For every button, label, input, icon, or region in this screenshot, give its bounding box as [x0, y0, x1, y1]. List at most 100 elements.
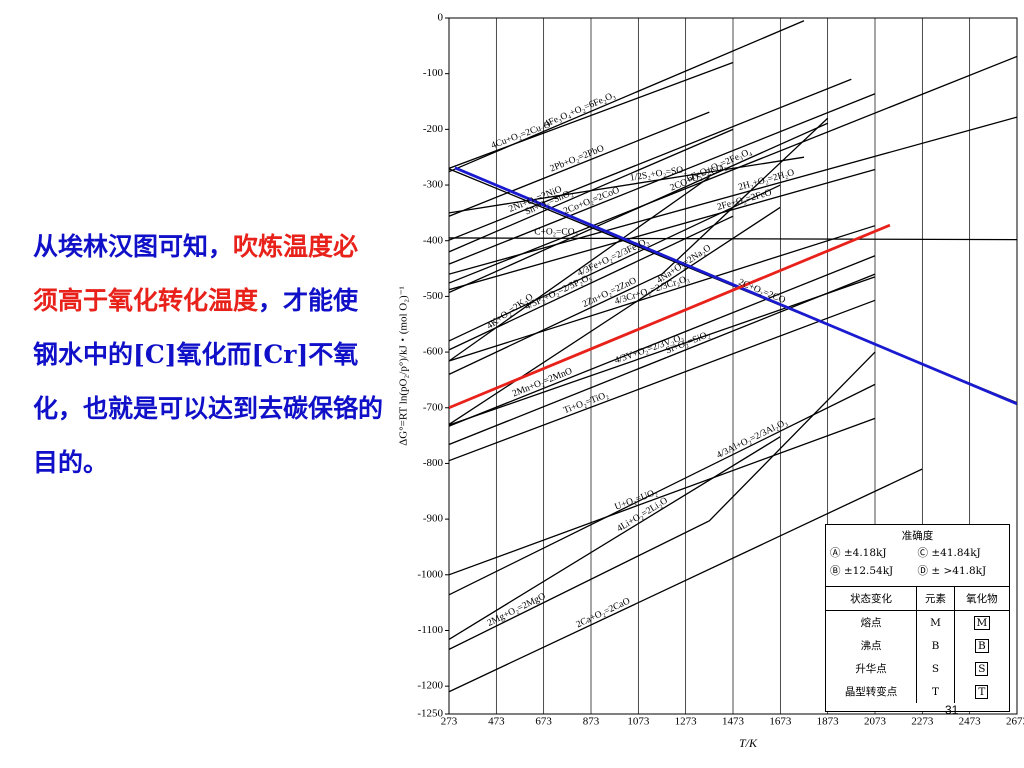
y-tick-label: -500 — [423, 290, 444, 302]
reaction-line — [449, 128, 734, 253]
y-tick-label: -600 — [423, 346, 444, 358]
cell-text: 沸点 — [860, 640, 882, 652]
text-part: 吹炼温度必须高于氧化转化温度 — [33, 232, 359, 315]
reaction-line — [449, 206, 781, 426]
cell-text: B — [931, 639, 940, 652]
text-part: 从埃林汉图可知， — [33, 232, 234, 261]
table-cell: B — [953, 634, 1009, 657]
y-tick-label: -1100 — [418, 624, 444, 636]
table-cell: S — [953, 657, 1009, 680]
grid — [445, 17, 1018, 715]
cell-text: M — [930, 616, 941, 629]
line-label: 4Cu+O₂=2Cu₂O — [490, 120, 552, 151]
x-tick-label: 2273 — [911, 716, 934, 728]
table-row: 升华点 S S — [826, 657, 1009, 680]
x-tick-label: 2473 — [959, 716, 982, 728]
cell-text: T — [975, 684, 989, 699]
y-tick-label: -1250 — [417, 708, 443, 720]
line-label: 2Ca+O₂=2CaO — [575, 596, 632, 630]
cell-text: B — [975, 638, 989, 653]
x-tick-label: 1673 — [769, 716, 792, 728]
x-tick-label: 273 — [441, 716, 458, 728]
cell-text: M — [973, 615, 991, 630]
reaction-line — [449, 156, 805, 214]
reaction-line — [449, 111, 710, 217]
legend-title: 准确度 — [901, 530, 934, 542]
y-tick-label: -800 — [423, 457, 444, 469]
y-tick-label: -1000 — [417, 568, 443, 580]
reaction-line — [449, 225, 876, 362]
reaction-line — [449, 184, 781, 342]
x-tick-label: 1473 — [722, 716, 745, 728]
reaction-line — [449, 55, 1017, 284]
accuracy-list: Ⓐ ±4.18kJ Ⓒ ±41.84kJ Ⓑ ±12.54kJ Ⓓ ± >41.8kJ — [826, 543, 1009, 580]
accuracy-item: Ⓑ ±12.54kJ — [830, 565, 894, 577]
cell-text: 升华点 — [855, 663, 887, 675]
x-tick-label: 673 — [535, 716, 552, 728]
reaction-line — [449, 383, 876, 596]
reaction-line — [449, 436, 781, 640]
reaction-line — [449, 117, 829, 375]
table-cell: 升华点 — [826, 657, 917, 680]
x-tick-label: 873 — [583, 716, 600, 728]
y-tick-label: -300 — [423, 179, 444, 191]
legend-table: 准确度 Ⓐ ±4.18kJ Ⓒ ±41.84kJ Ⓑ ±12.54kJ Ⓓ ± >41… — [825, 524, 1010, 712]
x-tick-label: 1273 — [675, 716, 698, 728]
reaction-line — [449, 116, 1017, 275]
table-cell: M — [916, 610, 955, 634]
y-tick-label: -100 — [423, 67, 444, 79]
y-axis-label: ΔG°=RT ln(pO₂/p°)/kJ・(mol O₂)⁻¹ — [398, 286, 410, 446]
table-cell: 沸点 — [826, 634, 917, 657]
reaction-line — [449, 61, 734, 169]
reaction-line — [449, 215, 734, 351]
text-part: ，才能使钢水中的[C]氧化而[Cr]不氧化，也就是可以达到去碳保铬的目的。 — [33, 286, 384, 477]
reaction-line — [454, 166, 1017, 406]
x-tick-label: 1873 — [817, 716, 840, 728]
line-label: 2Mg+O₂=2MgO — [486, 592, 548, 629]
x-tick-label: 473 — [488, 716, 505, 728]
line-label: 2Pb+O₂=2PbO — [549, 144, 606, 175]
table-row: 晶型转变点 T T — [826, 680, 1009, 703]
table-cell: T — [916, 680, 955, 703]
header-cell: 状态变化 — [826, 586, 917, 611]
y-tick-label: -1200 — [417, 680, 443, 692]
table-row: 沸点 B B — [826, 634, 1009, 657]
reaction-line — [449, 417, 876, 576]
y-tick-label: 0 — [438, 12, 444, 24]
header-cell: 氧化物 — [953, 586, 1009, 611]
line-label: 2C+O₂=2CO — [737, 278, 787, 306]
cell-text: S — [975, 661, 989, 676]
header-cell: 元素 — [916, 586, 955, 611]
reaction-line — [449, 223, 891, 410]
reaction-line — [449, 273, 876, 446]
slide-text: 从埃林汉图可知，吹炼温度必须高于氧化转化温度，才能使钢水中的[C]氧化而[Cr]… — [33, 220, 383, 490]
accuracy-item: Ⓐ ±4.18kJ — [830, 547, 887, 559]
y-tick-label: -400 — [423, 234, 444, 246]
y-tick-label: -200 — [423, 123, 444, 135]
cell-text: T — [931, 685, 939, 698]
x-axis-label: T/K — [739, 736, 758, 750]
cell-text: 熔点 — [860, 617, 882, 629]
line-label: C+O₂=CO₂ — [534, 227, 578, 237]
header-row: 状态变化 元素 氧化物 — [826, 586, 1009, 611]
reaction-line — [449, 299, 876, 462]
cell-text: 晶型转变点 — [844, 686, 898, 698]
reaction-line — [449, 176, 710, 362]
state-table: 状态变化 元素 氧化物熔点 M M 沸点 B B 升华点 S S 晶型转变点 T T — [826, 586, 1009, 703]
cell-text: S — [931, 662, 940, 675]
reaction-line — [449, 168, 876, 291]
reaction-line — [449, 255, 876, 427]
page-number: 31 — [945, 703, 959, 717]
table-cell: T — [953, 680, 1009, 703]
table-cell: S — [916, 657, 955, 680]
table-cell: 晶型转变点 — [826, 680, 917, 703]
x-tick-label: 2073 — [864, 716, 887, 728]
y-tick-label: -900 — [423, 513, 444, 525]
table-cell: B — [916, 634, 955, 657]
accuracy-item: Ⓓ ± >41.8kJ — [917, 565, 987, 577]
reaction-line — [449, 93, 876, 265]
lines — [449, 20, 1017, 693]
reaction-line — [449, 468, 923, 693]
